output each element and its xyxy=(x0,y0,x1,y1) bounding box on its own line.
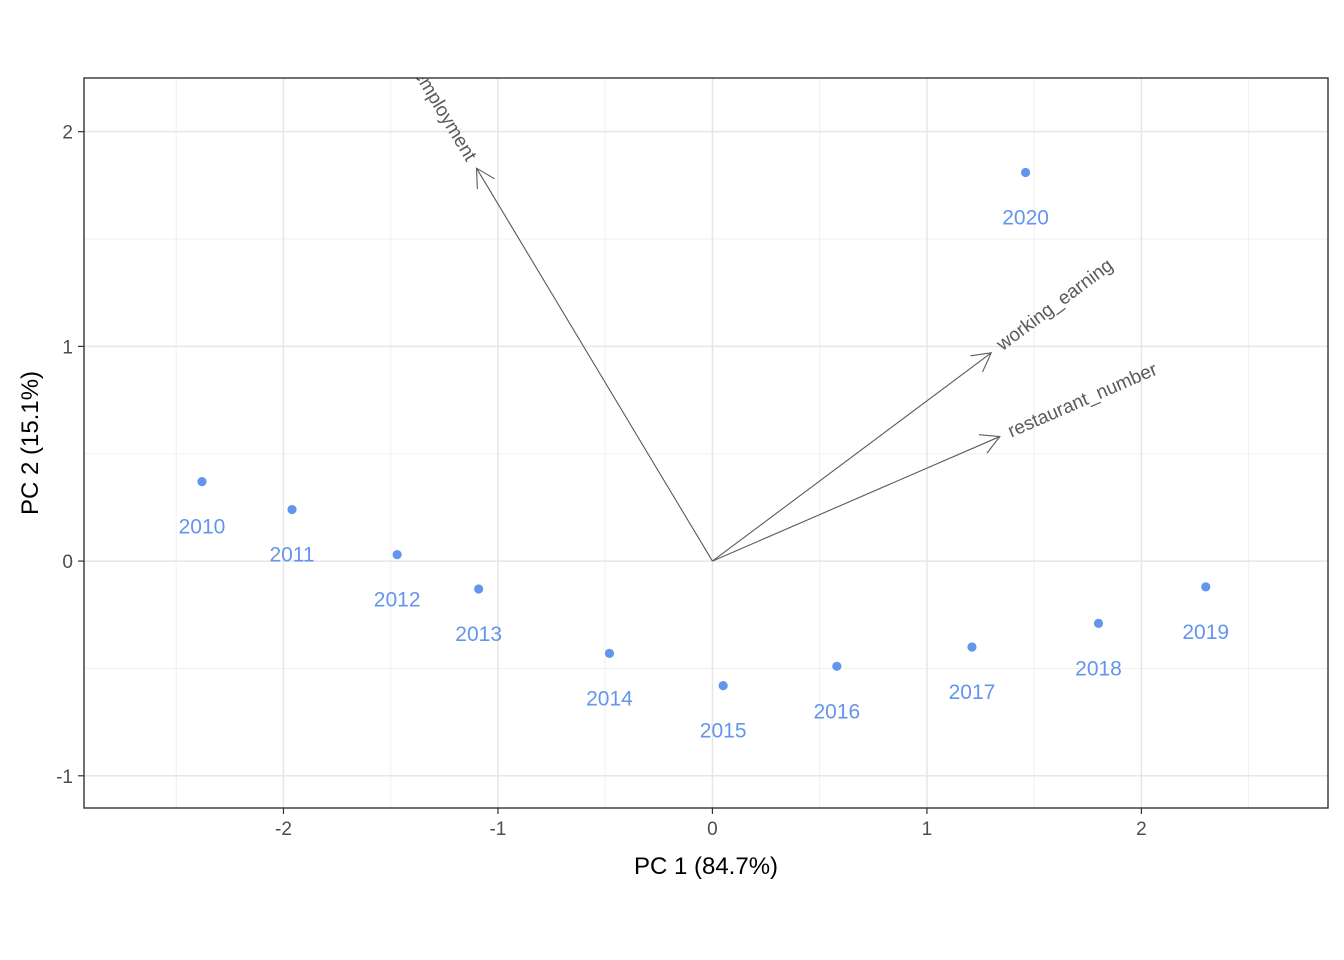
x-tick-label: -1 xyxy=(489,819,506,840)
score-point-label: 2017 xyxy=(949,681,996,704)
score-point-marker xyxy=(1201,582,1211,592)
y-tick-label: -1 xyxy=(56,767,73,788)
x-tick-label: 2 xyxy=(1136,819,1147,840)
score-point-marker xyxy=(474,584,484,594)
score-point-marker xyxy=(718,681,728,691)
score-point-marker xyxy=(197,477,207,487)
score-point-2011: 2011 xyxy=(269,504,315,567)
score-point-2014: 2014 xyxy=(586,648,633,710)
y-tick-label: 1 xyxy=(62,337,73,358)
score-point-marker xyxy=(967,642,977,652)
score-point-2019: 2019 xyxy=(1182,582,1229,644)
y-tick-label: 2 xyxy=(62,123,73,144)
score-point-2016: 2016 xyxy=(813,661,860,723)
score-point-2020: 2020 xyxy=(1002,167,1049,229)
grid xyxy=(84,78,1328,808)
x-axis-title: PC 1 (84.7%) xyxy=(634,853,778,880)
loading-arrow-head xyxy=(978,434,1001,454)
score-point-2012: 2012 xyxy=(374,550,421,612)
score-point-label: 2020 xyxy=(1002,206,1049,229)
y-tick-label: 0 xyxy=(62,552,73,573)
y-axis: -1 0 1 2 xyxy=(56,123,84,788)
score-point-marker xyxy=(287,504,297,515)
score-point-marker xyxy=(604,648,615,659)
score-point-label: 2016 xyxy=(813,700,860,723)
score-point-label: 2011 xyxy=(269,544,314,567)
x-tick-label: -2 xyxy=(275,819,292,840)
loading-arrow-head xyxy=(475,167,495,190)
score-point-label: 2010 xyxy=(179,516,226,539)
loading-arrow-shaft xyxy=(712,436,1001,562)
score-point-2017: 2017 xyxy=(949,642,996,704)
score-point-marker xyxy=(392,550,402,560)
score-point-marker xyxy=(1020,167,1031,178)
score-point-label: 2012 xyxy=(374,589,421,612)
score-point-2010: 2010 xyxy=(179,477,226,539)
loading-arrow-shaft xyxy=(712,352,992,562)
x-tick-label: 1 xyxy=(922,819,933,840)
x-tick-label: 0 xyxy=(707,819,718,840)
loading-arrow-head xyxy=(970,352,993,373)
score-point-2015: 2015 xyxy=(700,681,747,743)
score-point-label: 2015 xyxy=(700,720,747,743)
score-points: 2010 2011 2012 2013 2014 2015 2016 2017 2018 2019… xyxy=(179,167,1229,743)
score-point-label: 2014 xyxy=(586,687,633,710)
y-axis-title: PC 2 (15.1%) xyxy=(17,371,44,515)
score-point-label: 2018 xyxy=(1075,657,1122,680)
loading-arrow-shaft xyxy=(476,167,713,562)
score-point-label: 2019 xyxy=(1182,621,1229,644)
score-point-marker xyxy=(1093,618,1104,628)
score-point-label: 2013 xyxy=(455,623,502,646)
score-point-2018: 2018 xyxy=(1075,618,1122,680)
score-point-marker xyxy=(832,661,842,671)
score-point-2013: 2013 xyxy=(455,584,502,646)
x-axis: -2 -1 0 1 2 xyxy=(275,808,1147,840)
panel-border xyxy=(83,77,1329,809)
